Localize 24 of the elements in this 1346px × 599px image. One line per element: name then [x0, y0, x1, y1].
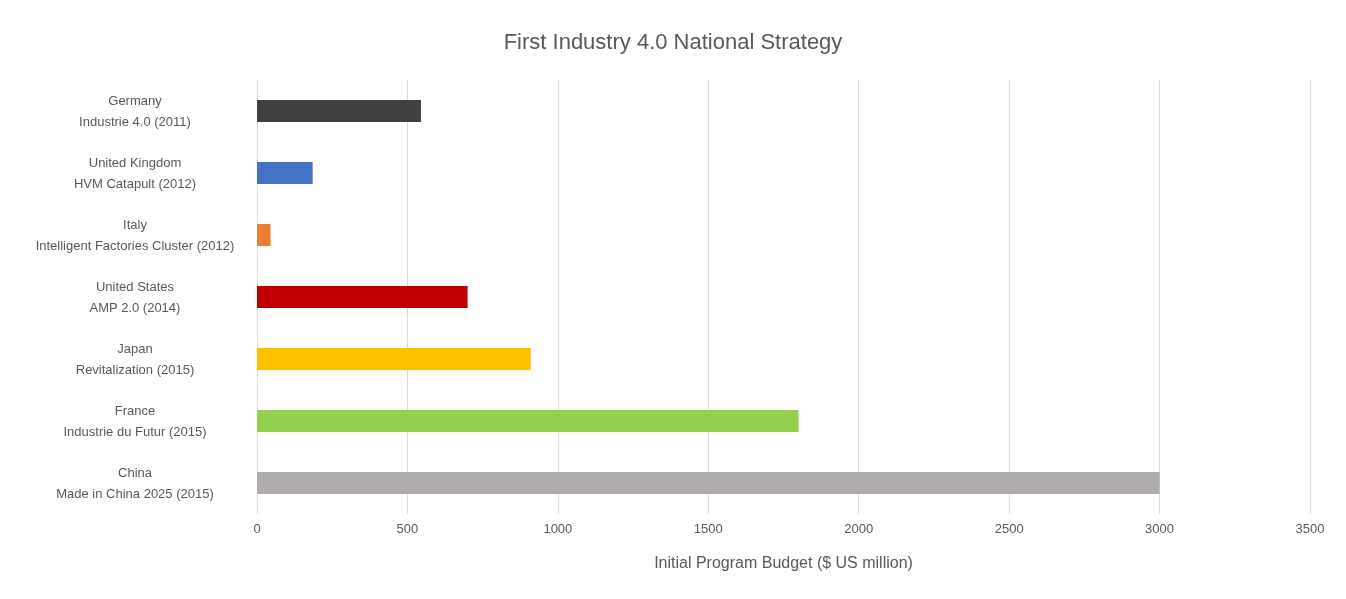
chart-title: First Industry 4.0 National Strategy: [503, 28, 843, 54]
x-tick-label: 500: [396, 521, 419, 536]
x-tick-label: 0: [253, 521, 261, 536]
y-tick-label: United States AMP 2.0 (2014): [89, 279, 181, 315]
bar: [257, 224, 271, 246]
y-tick-label: China Made in China 2025 (2015): [56, 465, 214, 501]
bar: [257, 348, 531, 370]
y-tick-label: United Kingdom HVM Catapult (2012): [73, 155, 197, 191]
y-tick-label: France Industrie du Futur (2015): [63, 403, 207, 439]
y-tick-label: Italy Intelligent Factories Cluster (2012): [35, 217, 235, 253]
y-tick-label: Germany Industrie 4.0 (2011): [79, 93, 191, 129]
x-tick-label: 1500: [693, 521, 723, 536]
bar: [257, 100, 421, 122]
x-tick-label: 1000: [543, 521, 573, 536]
x-tick-label: 3500: [1295, 521, 1325, 536]
x-axis-title: Initial Program Budget ($ US million): [654, 553, 913, 571]
bar: [257, 286, 468, 308]
bar: [257, 162, 313, 184]
x-tick-label: 3000: [1145, 521, 1175, 536]
x-tick-label: 2500: [994, 521, 1024, 536]
bar: [257, 410, 799, 432]
bar: [257, 472, 1160, 494]
y-tick-label: Japan Revitalization (2015): [75, 341, 195, 377]
x-tick-label: 2000: [844, 521, 874, 536]
